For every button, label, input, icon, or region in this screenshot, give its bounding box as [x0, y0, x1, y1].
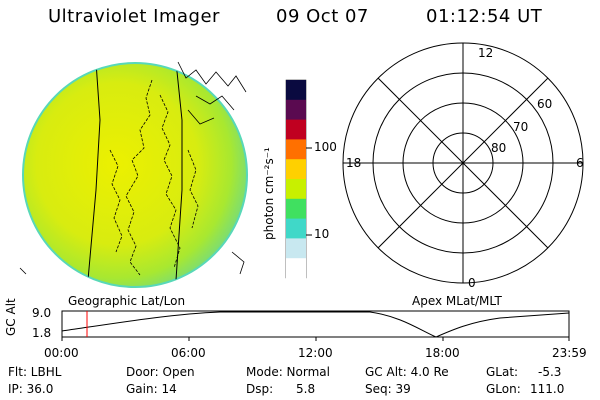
- colorbar-label-10: 10: [314, 227, 330, 241]
- status-door: Door: Open: [126, 365, 195, 379]
- meridian-line-1: [87, 63, 101, 281]
- time-label: 01:12:54 UT: [426, 6, 543, 27]
- earth-disk: [23, 63, 247, 287]
- polar-label-mlt-6: 6: [576, 156, 584, 170]
- apex-caption: Apex MLat/MLT: [412, 294, 502, 308]
- status-glon-value: 111.0: [530, 382, 565, 396]
- status-glon-label: GLon:: [486, 382, 521, 396]
- timeline-tick-label-1: 06:00: [171, 346, 206, 360]
- status-glat-value: -5.3: [538, 365, 562, 379]
- colorbar-unit-label: photon cm⁻²s⁻¹: [262, 147, 276, 240]
- timeline-axis-label: GC Alt: [4, 298, 18, 336]
- status-gc-alt: GC Alt: 4.0 Re: [365, 365, 449, 379]
- colorbar-segment: [286, 159, 306, 180]
- polar-label-mlt-18: 18: [346, 156, 362, 170]
- geographic-caption: Geographic Lat/Lon: [68, 294, 186, 308]
- timeline-y-bottom: 1.8: [32, 326, 52, 340]
- meridian-line-2: [175, 63, 183, 281]
- colorbar-segments: [286, 80, 306, 279]
- earth-limb: [22, 62, 248, 288]
- timeline-tick-label-0: 00:00: [44, 346, 79, 360]
- status-dsp-label: Dsp:: [246, 382, 274, 396]
- polar-label-lat-80: 80: [491, 141, 507, 155]
- status-filter: Flt: LBHL: [8, 365, 62, 379]
- status-seq: Seq: 39: [365, 382, 411, 396]
- timeline-y-top: 9.0: [32, 306, 52, 320]
- timeline-plot: [61, 310, 570, 341]
- polar-label-mlt-0: 0: [468, 276, 476, 290]
- timeline-tick-label-4: 23:59: [552, 346, 587, 360]
- colorbar-segment: [286, 99, 306, 121]
- colorbar-segment: [286, 238, 306, 259]
- colorbar-segment: [286, 218, 306, 239]
- colorbar: [285, 79, 312, 279]
- status-mode: Mode: Normal: [246, 365, 330, 379]
- status-dsp-value: 5.8: [296, 382, 316, 396]
- colorbar-segment: [286, 119, 306, 140]
- colorbar-segment: [286, 139, 306, 160]
- colorbar-segment: [286, 198, 306, 220]
- polar-label-lat-60: 60: [537, 97, 553, 111]
- timeline-frame: [61, 310, 570, 338]
- geo-grid: [87, 63, 199, 281]
- status-glat-label: GLat:: [486, 365, 519, 379]
- coastline-outside: [19, 61, 247, 275]
- instrument-title: Ultraviolet Imager: [48, 6, 220, 27]
- polar-grid-panel: [342, 42, 584, 284]
- colorbar-segment: [286, 258, 306, 279]
- status-gain: Gain: 14: [126, 382, 177, 396]
- polar-label-lat-70: 70: [513, 120, 529, 134]
- polar-label-mlt-12: 12: [478, 46, 494, 60]
- colorbar-segment: [286, 80, 306, 101]
- colorbar-label-100: 100: [314, 140, 337, 154]
- date-label: 09 Oct 07: [276, 6, 369, 27]
- altitude-curve: [61, 311, 570, 338]
- timeline-tick-label-3: 18:00: [425, 346, 460, 360]
- status-ip: IP: 36.0: [8, 382, 54, 396]
- polar-line-diag2: [377, 77, 549, 249]
- colorbar-segment: [286, 179, 306, 200]
- uv-image-panel: [19, 61, 248, 288]
- timeline-tick-label-2: 12:00: [298, 346, 333, 360]
